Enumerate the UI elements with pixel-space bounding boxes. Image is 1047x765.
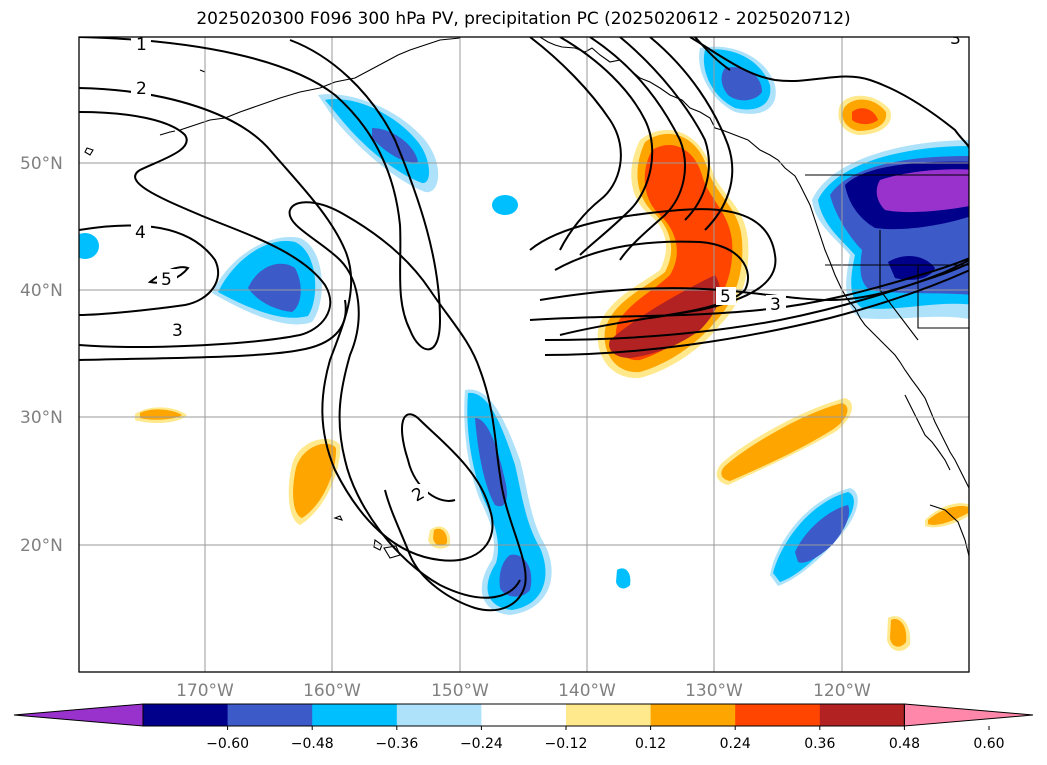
precip-positive-west-subtropical (288, 438, 341, 525)
lon-label-170w: 170°W (176, 681, 234, 701)
colorbar-cell (227, 704, 313, 726)
lon-label-150w: 150°W (431, 681, 489, 701)
lat-label-50n: 50°N (20, 154, 63, 174)
precip-negative-small-south (616, 568, 631, 589)
lon-label-160w: 160°W (303, 681, 361, 701)
colorbar-ticks: −0.60 −0.48 −0.36 −0.24 −0.12 0.12 0.24 0.36 0.4… (206, 726, 1005, 752)
contour-label-2: 2 (136, 79, 147, 99)
contour-label-3-topright: 3 (950, 29, 961, 49)
precip-negative-band-central (464, 389, 552, 615)
contour-label-3-east: 3 (770, 295, 781, 315)
precip-negative-southeast (770, 488, 858, 586)
precip-negative-small-ne (492, 195, 518, 215)
colorbar-cell (650, 704, 736, 726)
colorbar-cells (13, 703, 1034, 727)
colorbar-tick-label: −0.12 (545, 736, 588, 752)
colorbar-tick-label: −0.60 (206, 736, 249, 752)
lat-labels: 50°N 40°N 30°N 20°N (20, 154, 63, 556)
map-frame (78, 36, 970, 673)
colorbar-tick-label: 0.60 (973, 736, 1004, 752)
colorbar-extend-high (903, 703, 1034, 727)
colorbar-tick-label: 0.24 (720, 736, 751, 752)
pv-contour-labels: 1 2 4 5 3 2 5 3 3 (131, 29, 966, 506)
precip-negative-gulf-alaska (699, 46, 776, 114)
colorbar-outline (142, 703, 905, 727)
lat-label-30n: 30°N (20, 408, 63, 428)
lon-labels: 170°W 160°W 150°W 140°W 130°W 120°W (176, 681, 871, 701)
colorbar-cell (312, 704, 398, 726)
contour-label-4: 4 (135, 223, 146, 243)
contour-label-5-west: 5 (161, 270, 172, 290)
colorbar-cell (566, 704, 652, 726)
contour-label-5-east: 5 (720, 287, 731, 307)
precip-negative-interior-west (812, 140, 969, 320)
lon-label-120w: 120°W (813, 681, 871, 701)
colorbar-tick-label: −0.48 (291, 736, 334, 752)
lon-label-130w: 130°W (685, 681, 743, 701)
colorbar-tick-label: 0.48 (889, 736, 920, 752)
precip-positive-mexico-small (887, 616, 911, 652)
precip-negative-central-pacific (212, 237, 322, 325)
contour-label-3-west: 3 (172, 321, 183, 341)
map-content: 1 2 4 5 3 2 5 3 3 (79, 29, 969, 672)
precip-positive-band-subtropical (716, 398, 853, 485)
precip-positive-bc-coast (838, 95, 891, 135)
colorbar-tick-label: −0.24 (460, 736, 503, 752)
precip-positive-hawaii-small (428, 526, 451, 549)
colorbar-cell (396, 704, 482, 726)
pv-contours (79, 37, 969, 612)
colorbar: −0.60 −0.48 −0.36 −0.24 −0.12 0.12 0.24 0.36 0.4… (13, 703, 1034, 752)
colorbar-cell (481, 704, 567, 726)
lon-label-140w: 140°W (558, 681, 616, 701)
precip-negative-west-edge (79, 233, 99, 259)
colorbar-tick-label: 0.12 (635, 736, 666, 752)
contour-label-1: 1 (136, 35, 147, 55)
colorbar-tick-label: −0.36 (375, 736, 418, 752)
colorbar-extend-low (13, 703, 144, 727)
colorbar-tick-label: 0.36 (804, 736, 835, 752)
colorbar-cell (819, 704, 905, 726)
colorbar-cell (735, 704, 821, 726)
map-title: 2025020300 F096 300 hPa PV, precipitatio… (196, 9, 851, 29)
lat-label-20n: 20°N (20, 536, 63, 556)
colorbar-cell (143, 704, 229, 726)
lat-label-40n: 40°N (20, 281, 63, 301)
